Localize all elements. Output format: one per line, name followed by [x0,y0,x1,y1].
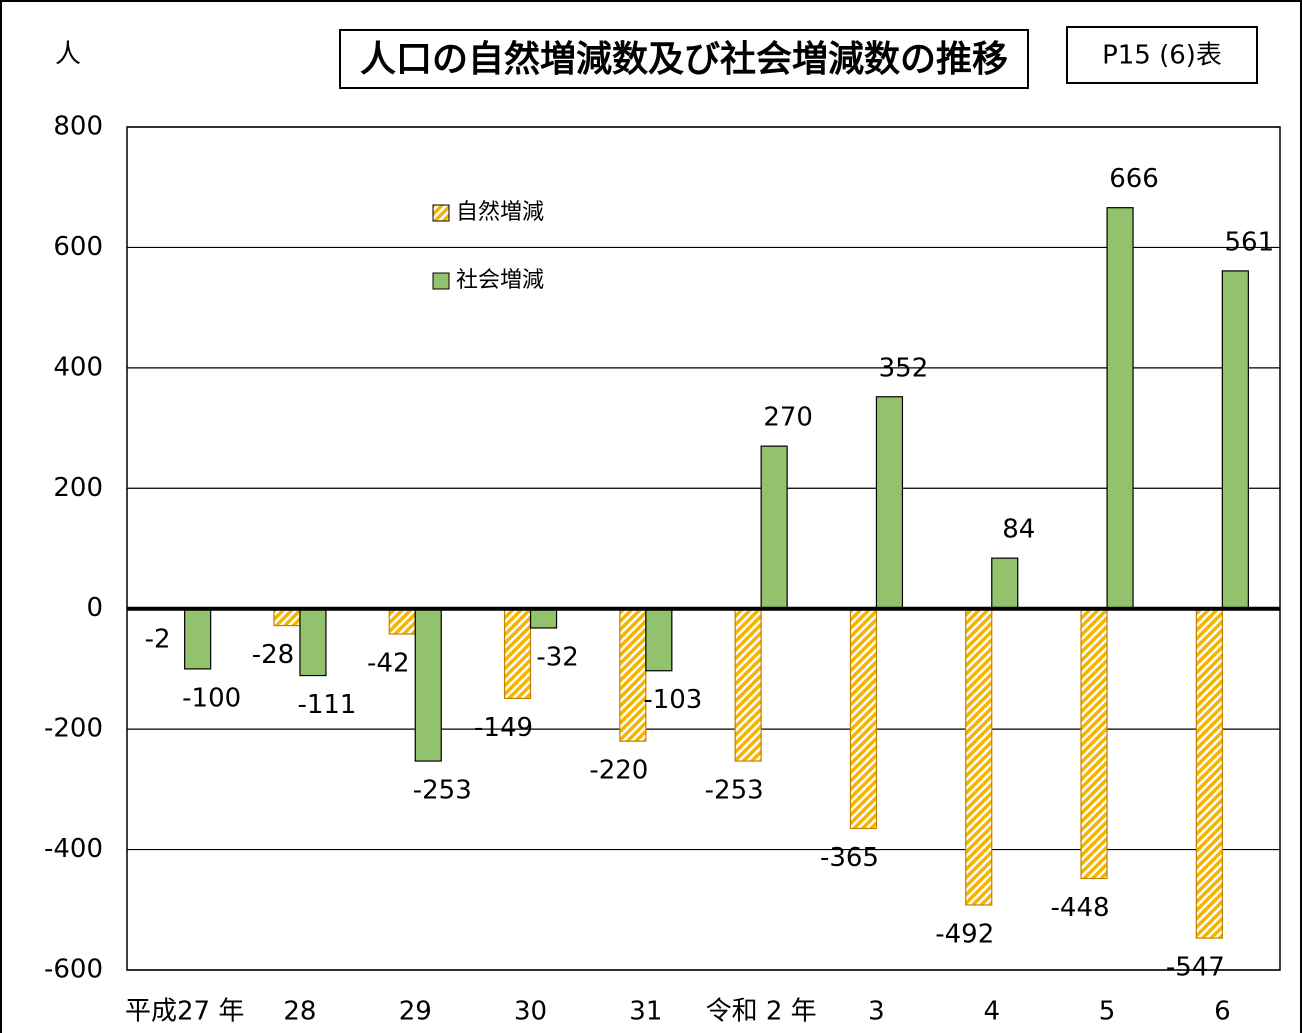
data-label: -253 [705,776,764,806]
bar [734,608,762,762]
y-tick-label: -600 [44,955,103,985]
data-label: 352 [879,353,929,383]
x-tick-label: 3 [868,997,885,1027]
bar [503,608,532,700]
data-label: -448 [1051,893,1110,923]
data-label: -32 [536,642,578,672]
x-tick-label: 6 [1214,997,1231,1027]
bar [1106,207,1134,610]
bar [1195,608,1223,939]
data-label: -103 [643,685,702,715]
x-tick-label: 令和 2 年 [706,997,817,1027]
table-ref: P15 (6)表 [1102,41,1222,71]
bar [875,396,904,610]
data-label: 666 [1109,164,1159,194]
bar [414,608,442,762]
legend-label: 社会増減 [456,268,544,293]
bar [184,608,212,670]
y-tick-label: -200 [44,714,103,744]
data-label: -365 [820,843,879,873]
bar [760,445,788,610]
title-box [339,29,1029,89]
legend-label: 自然増減 [456,200,544,225]
bar [388,608,416,635]
chart-title: 人口の自然増減数及び社会増減数の推移 [360,38,1008,80]
data-label: -100 [182,683,241,713]
data-label: 270 [763,403,813,433]
bar [965,608,993,906]
x-tick-label: 31 [629,997,662,1027]
data-label: -42 [367,649,409,679]
bar [645,608,673,672]
y-tick-label: 400 [53,352,103,382]
y-tick-label: -400 [44,834,103,864]
data-label: -111 [297,690,356,720]
y-axis-label: 人 [55,40,81,70]
x-tick-label: 5 [1099,997,1116,1027]
data-label: -149 [474,713,533,743]
x-tick-label: 28 [283,997,316,1027]
y-tick-label: 600 [53,232,103,262]
bar [619,608,647,742]
data-label: -2 [145,624,171,654]
data-label: -220 [589,756,648,786]
x-tick-label: 30 [514,997,547,1027]
data-label: -547 [1166,953,1225,983]
plot-area [126,126,1281,971]
ref-box [1066,26,1258,84]
bar [991,557,1019,610]
y-tick-label: 0 [86,593,103,623]
legend-swatch [432,272,450,290]
data-label: -253 [413,776,472,806]
data-label: -28 [252,640,294,670]
data-label: 84 [1002,515,1035,545]
bar [1221,270,1249,610]
x-tick-label: 4 [983,997,1000,1027]
y-tick-label: 800 [53,112,103,142]
bar [529,608,558,629]
y-tick-label: 200 [53,473,103,503]
bar [273,608,301,627]
data-label: -492 [935,919,994,949]
x-tick-label: 29 [399,997,432,1027]
x-tick-label: 平成27 年 [125,997,244,1027]
legend-swatch [432,204,450,222]
bar [849,608,878,830]
bar [1080,608,1108,880]
data-label: 561 [1225,227,1275,257]
bar [299,608,327,677]
